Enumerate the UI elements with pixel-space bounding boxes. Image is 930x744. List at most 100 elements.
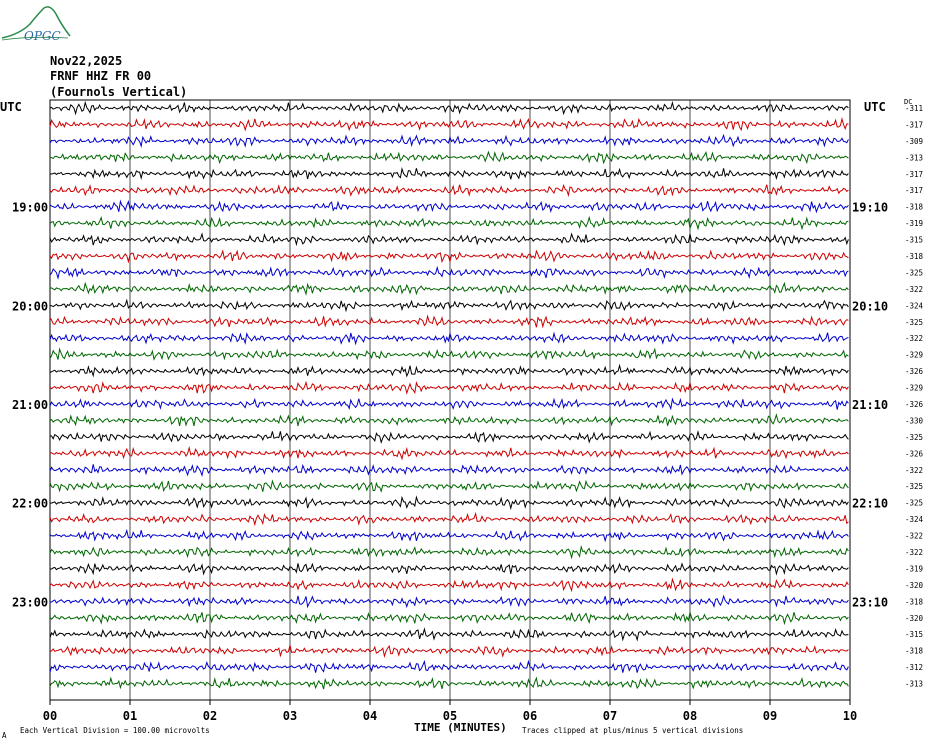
opgc-logo: OPGC: [1, 6, 71, 43]
seismic-trace: [49, 676, 849, 690]
left-hour-label: 23:00: [12, 595, 48, 609]
seismic-trace: [49, 429, 849, 444]
x-tick-label: 06: [523, 709, 537, 723]
seismic-trace: [49, 659, 849, 673]
x-tick-label: 09: [763, 709, 777, 723]
record-date: Nov22,2025: [50, 54, 123, 68]
seismic-trace: [49, 397, 849, 411]
seismic-trace: [49, 331, 849, 346]
right-hour-label: 19:10: [852, 201, 888, 215]
dc-offset-label: -315: [905, 236, 923, 245]
dc-offset-label: -313: [905, 680, 923, 689]
seismic-trace: [49, 562, 849, 576]
right-hour-label: 23:10: [852, 595, 888, 609]
dc-offset-label: -317: [905, 186, 923, 195]
dc-offset-label: -322: [905, 285, 923, 294]
dc-offset-label: -324: [905, 515, 924, 524]
left-hour-label: 19:00: [12, 201, 48, 215]
right-hour-label: 22:10: [852, 497, 888, 511]
dc-offset-label: -311: [905, 104, 923, 113]
dc-offset-label: -319: [905, 564, 923, 573]
station-location: (Fournols Vertical): [50, 85, 188, 99]
dc-offset-label: -325: [905, 318, 923, 327]
seismic-trace: [49, 644, 849, 659]
x-tick-label: 00: [43, 709, 57, 723]
dc-offset-label: -326: [905, 400, 924, 409]
seismic-trace: [49, 100, 849, 116]
dc-offset-label: -329: [905, 351, 923, 360]
seismic-trace: [49, 265, 849, 280]
dc-offset-label: -324: [905, 301, 924, 310]
logo-text: OPGC: [24, 29, 61, 43]
logo-mountain-icon: [1, 6, 71, 39]
dc-offset-label: -320: [905, 581, 924, 590]
seismic-trace: [49, 380, 849, 395]
x-tick-label: 04: [363, 709, 377, 723]
seismic-trace: [49, 528, 849, 543]
dc-offset-label: -318: [905, 597, 924, 606]
x-tick-label: 02: [203, 709, 217, 723]
seismic-trace: [49, 347, 849, 361]
dc-offset-label: -313: [905, 153, 923, 162]
left-hour-label: 20:00: [12, 299, 48, 313]
dc-offset-label: -325: [905, 433, 923, 442]
dc-offset-label: -312: [905, 663, 923, 672]
seismic-trace: [49, 445, 849, 461]
x-tick-label: 05: [443, 709, 457, 723]
seismic-trace: [49, 544, 849, 560]
clip-note: Traces clipped at plus/minus 5 vertical …: [522, 726, 744, 735]
left-hour-label: 21:00: [12, 398, 48, 412]
seismic-trace: [49, 183, 849, 198]
seismic-trace: [49, 117, 849, 132]
seismic-trace: [49, 150, 849, 165]
left-timezone-label: UTC: [0, 100, 22, 114]
right-hour-label: 20:10: [852, 299, 888, 313]
seismic-trace: [49, 133, 849, 148]
dc-offset-label: -329: [905, 384, 923, 393]
seismic-trace: [49, 298, 849, 313]
dc-offset-label: -318: [905, 647, 924, 656]
seismic-trace: [49, 232, 849, 247]
station-code: FRNF HHZ FR 00: [50, 69, 152, 83]
dc-offset-label: -318: [905, 252, 924, 261]
dc-offset-label: -315: [905, 630, 923, 639]
dc-offset-label: -320: [905, 614, 924, 623]
seismic-trace: [49, 511, 849, 527]
dc-offset-label: -325: [905, 268, 923, 277]
dc-label: DC: [904, 98, 913, 106]
seismic-trace: [49, 594, 849, 609]
seismic-trace: [49, 463, 849, 478]
seismic-trace: [49, 281, 849, 296]
vertical-division-note: Each Vertical Division = 100.00 microvol…: [20, 726, 210, 735]
seismic-trace: [49, 249, 849, 264]
seismic-trace: [49, 577, 849, 593]
x-tick-label: 03: [283, 709, 297, 723]
dc-offset-label: -322: [905, 466, 923, 475]
seismic-trace: [49, 215, 849, 231]
footer-mark: A: [2, 731, 7, 740]
seismic-trace: [49, 611, 849, 626]
dc-offset-label: -322: [905, 548, 923, 557]
dc-offset-label: -326: [905, 449, 924, 458]
x-tick-label: 10: [843, 709, 857, 723]
x-tick-label: 01: [123, 709, 137, 723]
dc-offset-label: -330: [905, 416, 924, 425]
seismic-trace: [49, 413, 849, 427]
dc-offset-label: -322: [905, 334, 923, 343]
dc-offset-label: -325: [905, 499, 923, 508]
left-hour-label: 22:00: [12, 497, 48, 511]
x-tick-label: 08: [683, 709, 697, 723]
seismic-trace: [49, 627, 849, 642]
dc-offset-label: -317: [905, 170, 923, 179]
dc-offset-label: -317: [905, 120, 923, 129]
seismic-trace: [49, 314, 849, 329]
seismic-trace: [49, 199, 849, 214]
seismic-trace: [49, 167, 849, 181]
dc-offset-label: -309: [905, 137, 923, 146]
dc-offset-label: -319: [905, 219, 923, 228]
right-timezone-label: UTC: [864, 100, 886, 114]
right-hour-label: 21:10: [852, 398, 888, 412]
dc-offset-label: -322: [905, 532, 923, 541]
seismic-trace: [49, 363, 849, 378]
